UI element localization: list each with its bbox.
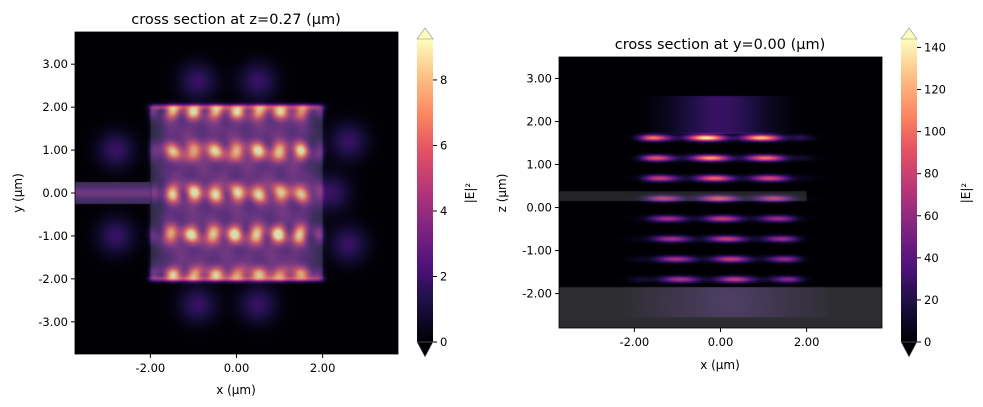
left-ytick-label: -1.00 bbox=[38, 229, 68, 243]
left-ytick-label: 3.00 bbox=[42, 57, 68, 71]
right-colorbar-max-extend bbox=[900, 27, 918, 40]
right-colorbar-tick-label: 0 bbox=[924, 335, 931, 349]
colorbar-left bbox=[417, 39, 433, 342]
right-axes-frame bbox=[558, 56, 883, 329]
right-ytick-label: 1.00 bbox=[526, 158, 552, 172]
right-colorbar-tick-label: 120 bbox=[924, 83, 946, 97]
right-colorbar-label: |E|² bbox=[959, 183, 973, 204]
left-ytick-label: -3.00 bbox=[38, 315, 68, 329]
right-xtick-label: 2.00 bbox=[794, 335, 820, 349]
left-xlabel: x (µm) bbox=[216, 383, 256, 397]
right-ylabel: z (µm) bbox=[495, 174, 509, 213]
left-colorbar-tick-label: 0 bbox=[440, 335, 447, 349]
left-xtick-label: 2.00 bbox=[310, 361, 336, 375]
heatmap-z-section bbox=[75, 32, 398, 354]
right-ytick-label: -1.00 bbox=[522, 244, 552, 258]
right-colorbar-tick-label: 100 bbox=[924, 125, 946, 139]
right-colorbar-tick-label: 80 bbox=[924, 167, 939, 181]
right-colorbar-tick-label: 40 bbox=[924, 251, 939, 265]
left-colorbar-tick-label: 8 bbox=[440, 73, 447, 87]
left-xtick-label: -2.00 bbox=[135, 361, 165, 375]
left-xtick-label: 0.00 bbox=[224, 361, 250, 375]
left-title: cross section at z=0.27 (µm) bbox=[131, 12, 341, 28]
left-colorbar-label: |E|² bbox=[463, 183, 477, 204]
left-ytick-label: 0.00 bbox=[42, 186, 68, 200]
right-ytick-label: 0.00 bbox=[526, 201, 552, 215]
right-xtick-label: -2.00 bbox=[619, 335, 649, 349]
colorbar-right bbox=[901, 39, 917, 342]
right-colorbar-tick-label: 20 bbox=[924, 293, 939, 307]
left-colorbar-tick-label: 2 bbox=[440, 269, 447, 283]
right-xlabel: x (µm) bbox=[700, 358, 740, 372]
left-colorbar-min-extend bbox=[416, 341, 434, 358]
left-axes-frame bbox=[74, 31, 399, 355]
left-colorbar-max-extend bbox=[416, 27, 434, 40]
right-xtick-label: 0.00 bbox=[708, 335, 734, 349]
right-colorbar-min-extend bbox=[900, 341, 918, 358]
right-colorbar-tick-label: 60 bbox=[924, 209, 939, 223]
right-colorbar-tick-label: 140 bbox=[924, 40, 946, 54]
left-ytick-label: 2.00 bbox=[42, 100, 68, 114]
right-ytick-label: -2.00 bbox=[522, 287, 552, 301]
right-ytick-label: 3.00 bbox=[526, 72, 552, 86]
left-ylabel: y (µm) bbox=[11, 173, 25, 213]
heatmap-y-section bbox=[559, 57, 882, 328]
right-ytick-label: 2.00 bbox=[526, 115, 552, 129]
left-ytick-label: 1.00 bbox=[42, 143, 68, 157]
right-title: cross section at y=0.00 (µm) bbox=[615, 37, 826, 53]
left-colorbar-tick-label: 4 bbox=[440, 204, 447, 218]
left-colorbar-tick-label: 6 bbox=[440, 138, 447, 152]
left-ytick-label: -2.00 bbox=[38, 272, 68, 286]
